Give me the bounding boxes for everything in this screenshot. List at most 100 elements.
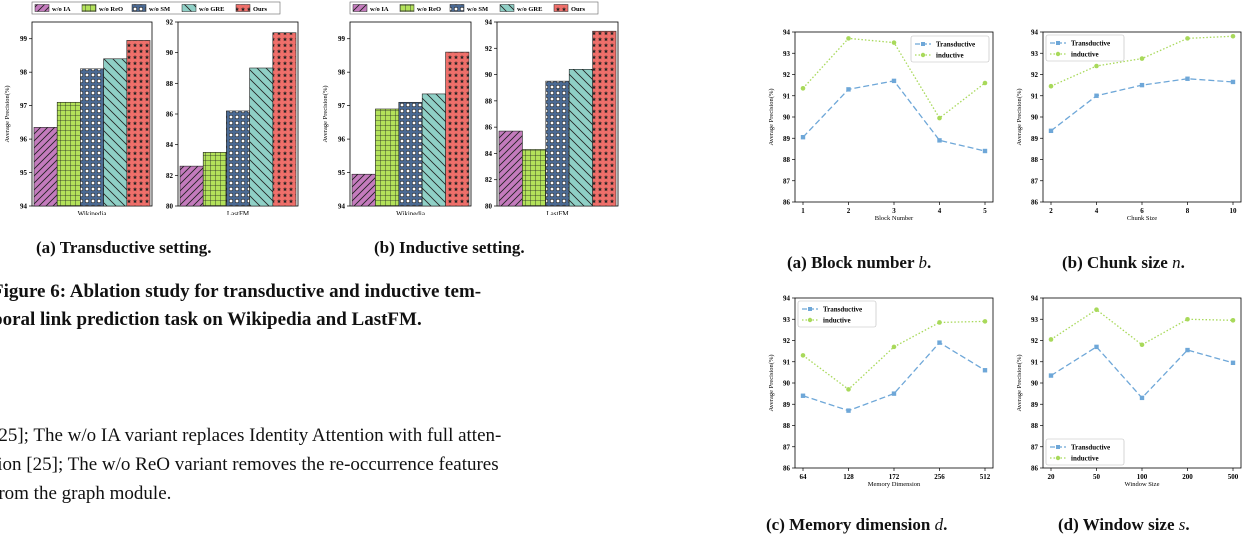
x-tick-label: 500 — [1228, 473, 1239, 481]
abl-trans-wiki-panel: 94 95 96 97 98 99 Wikipedia Average Precision(%… — [4, 21, 153, 218]
y-tick-label: 94 — [338, 203, 346, 211]
y-tick-label: 84 — [485, 150, 493, 158]
caption-memory-dimension: (c) Memory dimension d. — [766, 515, 948, 534]
point-inductive — [846, 36, 851, 41]
x-tick-label: 172 — [889, 473, 900, 481]
x-tick-label: 4 — [1095, 207, 1099, 215]
bar-w-o-reo — [375, 108, 400, 207]
caption-transductive: (a) Transductive setting. — [36, 238, 212, 257]
legend-marker — [1055, 455, 1061, 461]
bar-w-o-gre — [103, 58, 128, 207]
point-transductive — [1139, 82, 1145, 88]
param-chunk-plot: 86 87 88 89 90 91 92 93 94 2 4 6 8 10 Chunk Size Averag… — [1016, 29, 1242, 222]
x-tick-label: 20 — [1048, 473, 1056, 481]
y-axis-label: Average Precision(%) — [768, 88, 775, 145]
x-tick-label: 5 — [983, 207, 987, 215]
y-tick-label: 90 — [1031, 380, 1039, 388]
line-legend: Transductive inductive — [1045, 438, 1125, 466]
y-tick-label: 88 — [1031, 422, 1039, 430]
caption-chunk-size-text: (b) Chunk size — [1062, 253, 1173, 272]
y-tick-label: 90 — [1031, 114, 1039, 122]
param-memory-plot: 86 87 88 89 90 91 92 93 94 64 128 172 256 512 Memory D… — [768, 295, 994, 488]
legend-swatch — [449, 4, 465, 12]
legend-label: w/o GRE — [517, 6, 542, 13]
y-tick-label: 92 — [1031, 71, 1039, 79]
x-tick-label: 50 — [1093, 473, 1101, 481]
bar-w-o-sm — [545, 80, 570, 207]
ablation-legend: w/o IA w/o ReO w/o SM w/o GRE Ours — [349, 1, 599, 15]
param-memory-dimension-panel: 86 87 88 89 90 91 92 93 94 64 128 172 256 512 Memory D… — [755, 288, 1005, 493]
y-tick-label: 94 — [783, 29, 791, 37]
point-inductive — [846, 387, 851, 392]
y-tick-label: 95 — [338, 169, 346, 177]
legend-label-transductive: Transductive — [823, 306, 862, 314]
legend-label-inductive: inductive — [1071, 51, 1099, 59]
bar-w-o-sm — [80, 68, 104, 207]
y-axis-label: Average Precision(%) — [768, 354, 775, 411]
y-tick-label: 88 — [166, 80, 174, 88]
x-axis-label: Wikipedia — [396, 210, 426, 215]
y-tick-label: 82 — [485, 176, 493, 184]
point-transductive — [1094, 344, 1099, 350]
y-tick-label: 88 — [485, 97, 493, 105]
legend-label: w/o ReO — [417, 6, 441, 13]
legend-label-inductive: inductive — [936, 52, 964, 60]
legend-label: w/o ReO — [99, 6, 123, 13]
x-tick-label: 8 — [1186, 207, 1190, 215]
figure-6-caption-line-2: poral link prediction task on Wikipedia … — [0, 309, 422, 330]
point-inductive — [1185, 316, 1190, 322]
x-tick-label: 4 — [938, 207, 942, 215]
y-tick-label: 87 — [1031, 443, 1039, 451]
point-inductive — [1048, 83, 1054, 89]
ablation-figure-transductive: w/o IA w/o ReO w/o SM w/o GRE Ours 94 95 96 97 98… — [0, 0, 300, 218]
chunk-size-chart: 86 87 88 89 90 91 92 93 94 2 4 6 8 10 Chunk Size Averag… — [1016, 29, 1242, 222]
point-transductive — [1230, 79, 1236, 85]
bar-w-o-ia — [179, 165, 204, 207]
caption-window-size: (d) Window size s. — [1058, 515, 1190, 534]
y-tick-label: 84 — [166, 141, 174, 149]
legend-label: Ours — [571, 6, 586, 13]
param-window-plot: 86 87 88 89 90 91 92 93 94 20 50 100 200 500 Window Si… — [1016, 295, 1242, 488]
point-inductive — [937, 115, 942, 121]
y-tick-label: 92 — [485, 45, 493, 53]
point-transductive — [800, 393, 806, 398]
y-tick-label: 99 — [20, 35, 28, 43]
point-inductive — [1185, 36, 1190, 41]
legend-label-inductive: inductive — [823, 317, 851, 325]
legend-marker — [920, 52, 926, 58]
point-inductive — [800, 86, 806, 91]
x-tick-label: 128 — [843, 473, 854, 481]
point-inductive — [891, 344, 897, 350]
y-tick-label: 88 — [783, 156, 791, 164]
bar-w-o-reo — [202, 152, 227, 207]
point-inductive — [982, 319, 988, 324]
figure-6-caption-line-1: Figure 6: Ablation study for transductiv… — [0, 281, 482, 302]
x-tick-label: 3 — [892, 207, 896, 215]
legend-label-transductive: Transductive — [1071, 40, 1110, 48]
line-legend: Transductive inductive — [797, 300, 877, 328]
legend-swatch — [181, 4, 197, 12]
legend-swatch — [81, 4, 97, 12]
point-inductive — [1048, 337, 1054, 342]
point-inductive — [800, 353, 806, 358]
caption-inductive: (b) Inductive setting. — [374, 238, 525, 257]
y-tick-label: 92 — [783, 337, 791, 345]
x-axis-label: Window Size — [1125, 481, 1160, 488]
abl-ind-wiki-panel: 94 95 96 97 98 99 Wikipedia Average Precision(%… — [322, 21, 472, 218]
point-inductive — [1139, 56, 1145, 61]
legend-label: w/o SM — [467, 6, 488, 13]
y-tick-label: 94 — [485, 19, 493, 27]
point-transductive — [1094, 93, 1099, 98]
y-tick-label: 93 — [1031, 316, 1039, 324]
body-line-1: [25]; The w/o IA variant replaces Identi… — [0, 425, 502, 446]
y-tick-label: 91 — [783, 92, 791, 100]
window-size-chart: 86 87 88 89 90 91 92 93 94 20 50 100 200 500 Window Si… — [1016, 295, 1242, 488]
point-inductive — [891, 40, 897, 45]
y-tick-label: 93 — [783, 316, 791, 324]
legend-swatch — [553, 4, 569, 12]
bar-w-o-gre — [568, 69, 593, 207]
caption-block-number-text: (a) Block number — [787, 253, 919, 272]
x-tick-label: 1 — [801, 207, 805, 215]
caption-chunk-size-var: n — [1172, 253, 1181, 272]
param-block-plot: 86 87 88 89 90 91 92 93 94 1 2 3 4 5 Block Number Avera… — [768, 29, 994, 222]
